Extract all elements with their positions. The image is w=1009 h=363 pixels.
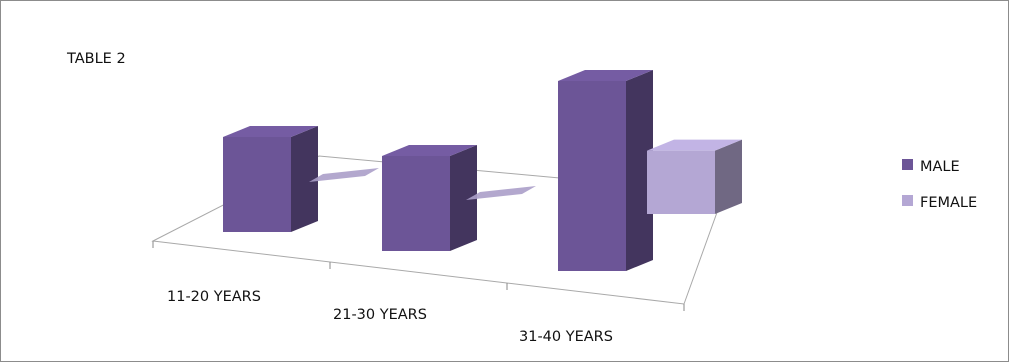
chart-title: TABLE 2	[66, 51, 126, 67]
bar-female-3	[647, 139, 742, 214]
legend-swatch-male	[902, 159, 913, 170]
legend-swatch-female	[902, 195, 913, 206]
bar-female-2	[466, 186, 536, 200]
bar-male-1	[223, 126, 318, 232]
x-tick-label: 31-40 YEARS	[519, 329, 613, 345]
legend-label-male: MALE	[920, 159, 960, 175]
bar-male-2	[382, 145, 477, 251]
bar-female-1	[309, 168, 379, 182]
legend-label-female: FEMALE	[920, 195, 977, 211]
bar-male-3	[558, 70, 653, 271]
x-tick-label: 11-20 YEARS	[167, 289, 261, 305]
x-tick-label: 21-30 YEARS	[333, 307, 427, 323]
